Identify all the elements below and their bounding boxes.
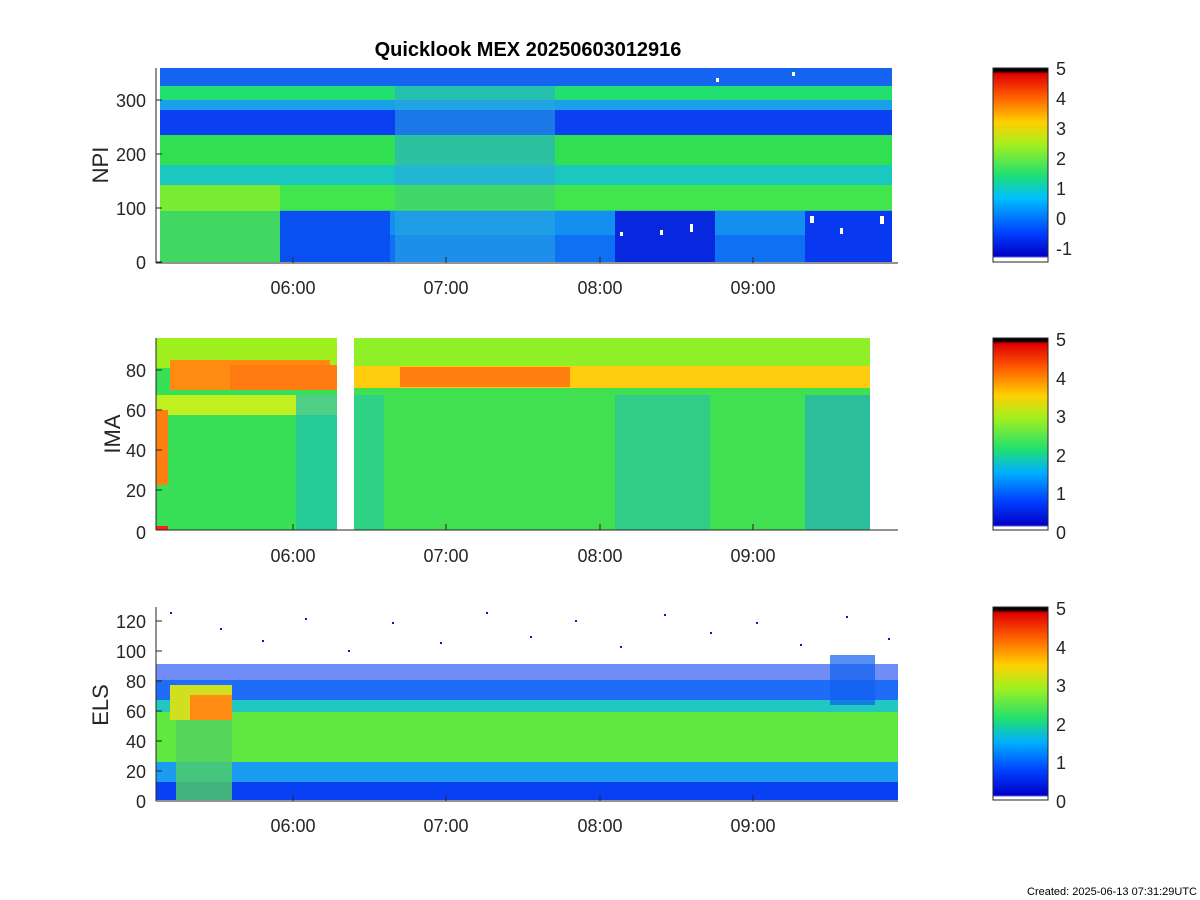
els-ytick-label: 20 xyxy=(126,762,146,782)
ima-ticks xyxy=(156,369,754,531)
els-heatmap xyxy=(156,655,898,800)
npi-cb-tick: 1 xyxy=(1056,179,1066,199)
ima-ytick-label: 80 xyxy=(126,361,146,381)
ima-cb-tick: 0 xyxy=(1056,523,1066,543)
els-ytick-label: 80 xyxy=(126,672,146,692)
ima-heatmap xyxy=(156,338,870,530)
npi-panel: 06:00 07:00 08:00 09:00 0 100 200 300 NP… xyxy=(88,59,1072,298)
created-timestamp: Created: 2025-06-13 07:31:29UTC xyxy=(1027,886,1197,898)
ima-xtick-label: 06:00 xyxy=(270,546,315,566)
npi-ytick-label: 100 xyxy=(116,199,146,219)
npi-xtick-label: 08:00 xyxy=(577,278,622,298)
ima-xtick-label: 09:00 xyxy=(730,546,775,566)
ima-cb-tick: 5 xyxy=(1056,330,1066,350)
ima-xtick-label: 07:00 xyxy=(423,546,468,566)
els-cb-tick: 2 xyxy=(1056,715,1066,735)
npi-xtick-label: 06:00 xyxy=(270,278,315,298)
els-colorbar xyxy=(992,606,1049,801)
ima-ytick-label: 20 xyxy=(126,481,146,501)
npi-cb-tick: 2 xyxy=(1056,149,1066,169)
els-ytick-label: 0 xyxy=(136,792,146,812)
ima-ytick-label: 0 xyxy=(136,523,146,543)
ima-cb-tick: 2 xyxy=(1056,446,1066,466)
els-ticks xyxy=(156,620,754,802)
npi-ytick-label: 0 xyxy=(136,253,146,273)
els-cb-tick: 5 xyxy=(1056,599,1066,619)
ima-colorbar xyxy=(992,337,1049,531)
ima-cb-tick: 4 xyxy=(1056,369,1066,389)
els-ytick-label: 40 xyxy=(126,732,146,752)
els-cb-tick: 0 xyxy=(1056,792,1066,812)
els-cb-tick: 1 xyxy=(1056,753,1066,773)
ima-cb-tick: 1 xyxy=(1056,484,1066,504)
npi-ylabel: NPI xyxy=(88,147,113,184)
npi-colorbar xyxy=(992,67,1049,263)
els-xtick-label: 08:00 xyxy=(577,816,622,836)
els-xtick-label: 06:00 xyxy=(270,816,315,836)
els-ytick-label: 120 xyxy=(116,612,146,632)
npi-cb-tick: 5 xyxy=(1056,59,1066,79)
npi-cb-tick: 3 xyxy=(1056,119,1066,139)
els-ylabel: ELS xyxy=(88,684,113,726)
ima-ytick-label: 40 xyxy=(126,441,146,461)
els-panel: 06:00 07:00 08:00 09:00 0 20 40 60 80 10… xyxy=(88,599,1066,836)
npi-cb-tick: 0 xyxy=(1056,209,1066,229)
ima-ylabel: IMA xyxy=(100,414,125,453)
els-ytick-label: 100 xyxy=(116,642,146,662)
figure-title: Quicklook MEX 20250603012916 xyxy=(375,39,682,61)
npi-cb-tick: 4 xyxy=(1056,89,1066,109)
ima-panel: 06:00 07:00 08:00 09:00 0 20 40 60 80 IM… xyxy=(100,330,1066,566)
npi-ticks xyxy=(156,99,754,263)
els-ytick-label: 60 xyxy=(126,702,146,722)
ima-ytick-label: 60 xyxy=(126,401,146,421)
npi-ytick-label: 200 xyxy=(116,145,146,165)
npi-xtick-label: 07:00 xyxy=(423,278,468,298)
els-cb-tick: 3 xyxy=(1056,676,1066,696)
npi-heatmap xyxy=(160,68,892,262)
npi-cb-tick: -1 xyxy=(1056,239,1072,259)
ima-xtick-label: 08:00 xyxy=(577,546,622,566)
els-cb-tick: 4 xyxy=(1056,638,1066,658)
els-scatter-noise xyxy=(170,612,890,652)
els-xtick-label: 07:00 xyxy=(423,816,468,836)
npi-xtick-label: 09:00 xyxy=(730,278,775,298)
ima-cb-tick: 3 xyxy=(1056,407,1066,427)
npi-ytick-label: 300 xyxy=(116,91,146,111)
els-xtick-label: 09:00 xyxy=(730,816,775,836)
